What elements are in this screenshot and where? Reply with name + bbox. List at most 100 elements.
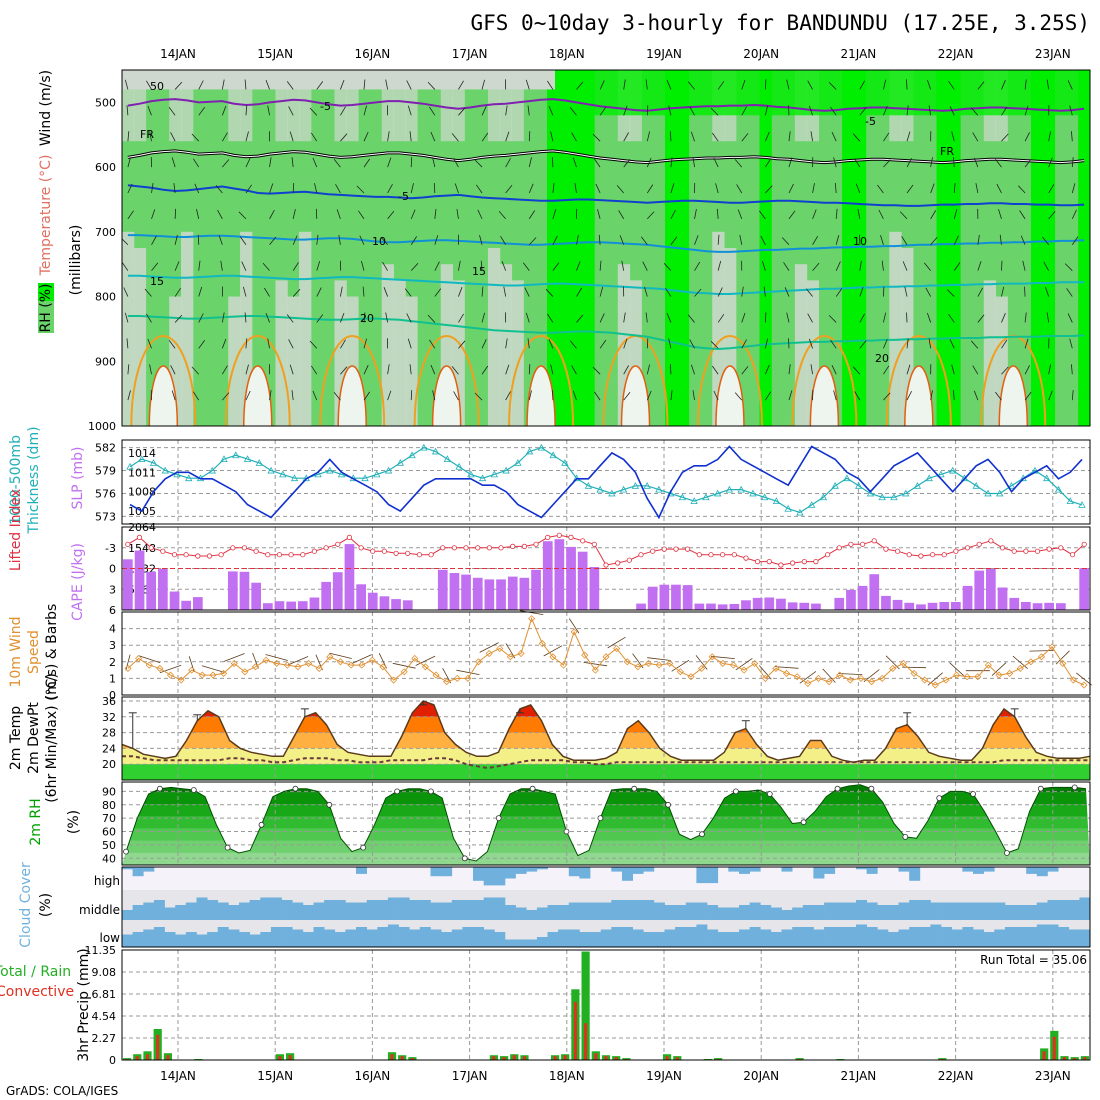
cape-bar xyxy=(251,582,261,610)
wind-barb xyxy=(149,364,152,375)
wind-barb xyxy=(717,234,720,245)
thickness-point xyxy=(843,474,851,482)
wind-speed-point xyxy=(389,676,398,684)
cloud-cell xyxy=(653,902,665,920)
cloud-cell xyxy=(1004,905,1016,920)
wind-speed-point xyxy=(156,664,164,673)
upper-air-axes: 500 600 700 800 900 1000 xyxy=(88,69,1091,433)
wind-barb xyxy=(239,236,247,245)
wind-barb xyxy=(458,313,464,323)
wind-barb-10m xyxy=(287,656,309,666)
cloud-cell xyxy=(270,897,282,920)
wind-barb xyxy=(122,238,129,246)
cloud-cell xyxy=(749,902,761,920)
li-point xyxy=(311,548,317,554)
cloud-cell xyxy=(292,929,304,947)
cape-bar xyxy=(554,539,565,610)
cloud-cell xyxy=(239,902,250,920)
wind-barb xyxy=(692,157,695,168)
y-tick-label: 28 xyxy=(102,727,116,740)
wind-barb xyxy=(312,157,318,168)
wind-speed-point xyxy=(124,664,132,673)
li-line xyxy=(127,534,1085,566)
cloud-cell xyxy=(866,927,878,947)
wind-barb xyxy=(736,184,743,194)
cape-bar xyxy=(321,581,331,610)
wind-barb xyxy=(1043,261,1050,271)
cloud-cell xyxy=(515,907,527,920)
rh-point xyxy=(868,785,875,792)
wind-barb-10m xyxy=(885,655,900,670)
wind-barb xyxy=(363,391,371,401)
cloud-cell xyxy=(132,867,144,877)
thickness-point xyxy=(243,455,252,462)
cape-bar xyxy=(123,559,133,610)
cloud-cell xyxy=(845,927,857,947)
wind-speed-point xyxy=(559,661,568,669)
wind-barb xyxy=(592,366,601,375)
cloud-cell xyxy=(983,867,995,872)
wind-barb xyxy=(548,105,554,116)
cloud-cell xyxy=(579,867,591,879)
li-point xyxy=(929,552,936,558)
bottom-date-label: 20JAN xyxy=(743,1069,779,1083)
wind-barb xyxy=(998,209,1002,219)
wind-barb xyxy=(1024,286,1026,297)
rh-point xyxy=(1037,785,1044,792)
wind-barb xyxy=(953,157,955,168)
wind-barb xyxy=(855,183,861,194)
wind-barb xyxy=(977,287,984,297)
wind-barb xyxy=(833,157,837,168)
wind-barb xyxy=(127,157,131,168)
thickness-point xyxy=(878,493,886,501)
cape-bar xyxy=(1079,568,1089,610)
cloud-cell xyxy=(430,929,442,947)
wind-barb xyxy=(783,262,790,271)
thickness-point xyxy=(537,443,546,451)
wind-speed-point xyxy=(443,678,451,686)
wind-speed-point xyxy=(241,668,249,676)
wind-barb xyxy=(363,365,369,375)
cape-bar xyxy=(834,597,845,610)
wind-barb xyxy=(363,105,367,116)
wind-barb xyxy=(146,80,152,90)
wind-barb xyxy=(930,236,938,246)
cloud-cell xyxy=(622,900,633,920)
cape-core xyxy=(148,365,179,426)
cape-li-panel: -3036516103215482064 xyxy=(105,521,1091,617)
cloud-cell xyxy=(941,927,953,947)
thickness-point xyxy=(655,485,663,493)
wind-barb-10m xyxy=(159,664,182,674)
wind-barb xyxy=(409,131,412,142)
rh-dry-column xyxy=(393,280,406,426)
cape-bar xyxy=(391,599,401,610)
precip-conv-bar xyxy=(1042,1051,1046,1060)
cloud-cell xyxy=(441,932,453,947)
cape-bar xyxy=(263,603,273,610)
precip-conv-bar xyxy=(166,1055,170,1060)
wind-barb-10m xyxy=(735,657,753,671)
wind-barb xyxy=(833,390,837,401)
y-tick-label: 4 xyxy=(109,623,116,636)
thickness-point xyxy=(502,466,510,474)
cloud-cell xyxy=(1026,905,1038,920)
cloud-cell xyxy=(366,929,378,947)
y-tick-label: 0 xyxy=(109,1054,116,1067)
cloud-cell xyxy=(909,867,921,881)
wind-barb xyxy=(737,209,743,220)
wind-barb xyxy=(1064,263,1073,271)
cape-bar xyxy=(402,600,413,610)
wind-barb xyxy=(552,262,560,271)
bottom-date-label: 19JAN xyxy=(646,1069,682,1083)
wind-barb xyxy=(245,131,249,142)
thickness-point xyxy=(478,474,487,482)
li-point xyxy=(580,538,586,544)
wind-barb xyxy=(1071,364,1073,375)
y-tick-label: 500 xyxy=(95,96,116,109)
wind-barb xyxy=(741,106,747,116)
cloud-cell xyxy=(813,867,825,879)
wind-barb xyxy=(880,235,884,245)
li-point xyxy=(416,552,422,558)
wind-speed-point xyxy=(878,674,886,682)
rh-point xyxy=(292,785,299,792)
